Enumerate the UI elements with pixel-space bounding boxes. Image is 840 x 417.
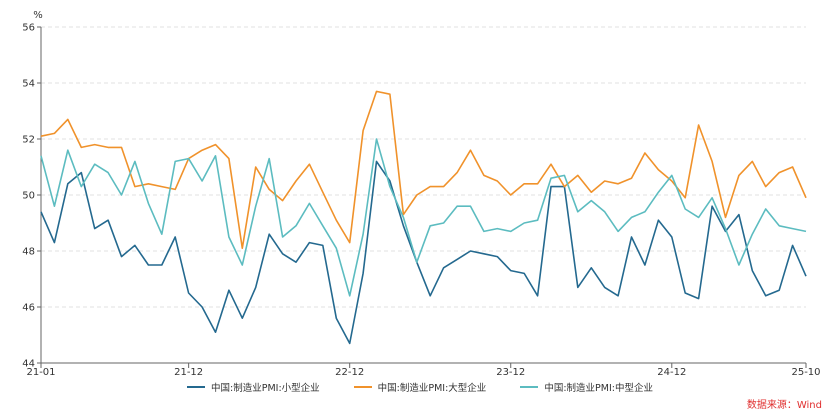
legend-label: 中国:制造业PMI:中型企业 bbox=[544, 383, 653, 394]
x-tick-label: 24-12 bbox=[657, 367, 686, 378]
legend: 中国:制造业PMI:小型企业 中国:制造业PMI:大型企业 中国:制造业PMI:… bbox=[0, 380, 840, 394]
legend-swatch bbox=[353, 386, 372, 388]
x-tick-label: 21-01 bbox=[26, 367, 55, 378]
legend-swatch bbox=[520, 386, 539, 388]
data-source: 数据来源：Wind bbox=[746, 400, 822, 411]
x-tick-label: 22-12 bbox=[335, 367, 364, 378]
series-line-1 bbox=[40, 90, 807, 249]
legend-swatch bbox=[187, 386, 206, 388]
series-line-2 bbox=[40, 138, 807, 297]
x-tick-label: 23-12 bbox=[496, 367, 525, 378]
y-tick-label: 56 bbox=[22, 23, 35, 34]
y-tick-label: 48 bbox=[22, 247, 35, 258]
legend-item-small[interactable]: 中国:制造业PMI:小型企业 bbox=[187, 380, 320, 394]
series-line-0 bbox=[40, 160, 807, 345]
legend-label: 中国:制造业PMI:小型企业 bbox=[211, 383, 320, 394]
y-axis-unit: % bbox=[33, 10, 43, 21]
y-tick-label: 54 bbox=[22, 79, 35, 90]
legend-label: 中国:制造业PMI:大型企业 bbox=[377, 383, 487, 394]
legend-item-large[interactable]: 中国:制造业PMI:大型企业 bbox=[353, 380, 487, 394]
y-tick-label: 50 bbox=[22, 191, 35, 202]
y-tick-label: 46 bbox=[22, 303, 35, 314]
y-tick-label: 52 bbox=[22, 135, 35, 146]
legend-item-medium[interactable]: 中国:制造业PMI:中型企业 bbox=[520, 380, 653, 394]
y-tick-label: 44 bbox=[22, 359, 35, 370]
x-tick-label: 25-10 bbox=[791, 367, 820, 378]
x-tick-label: 21-12 bbox=[174, 367, 203, 378]
